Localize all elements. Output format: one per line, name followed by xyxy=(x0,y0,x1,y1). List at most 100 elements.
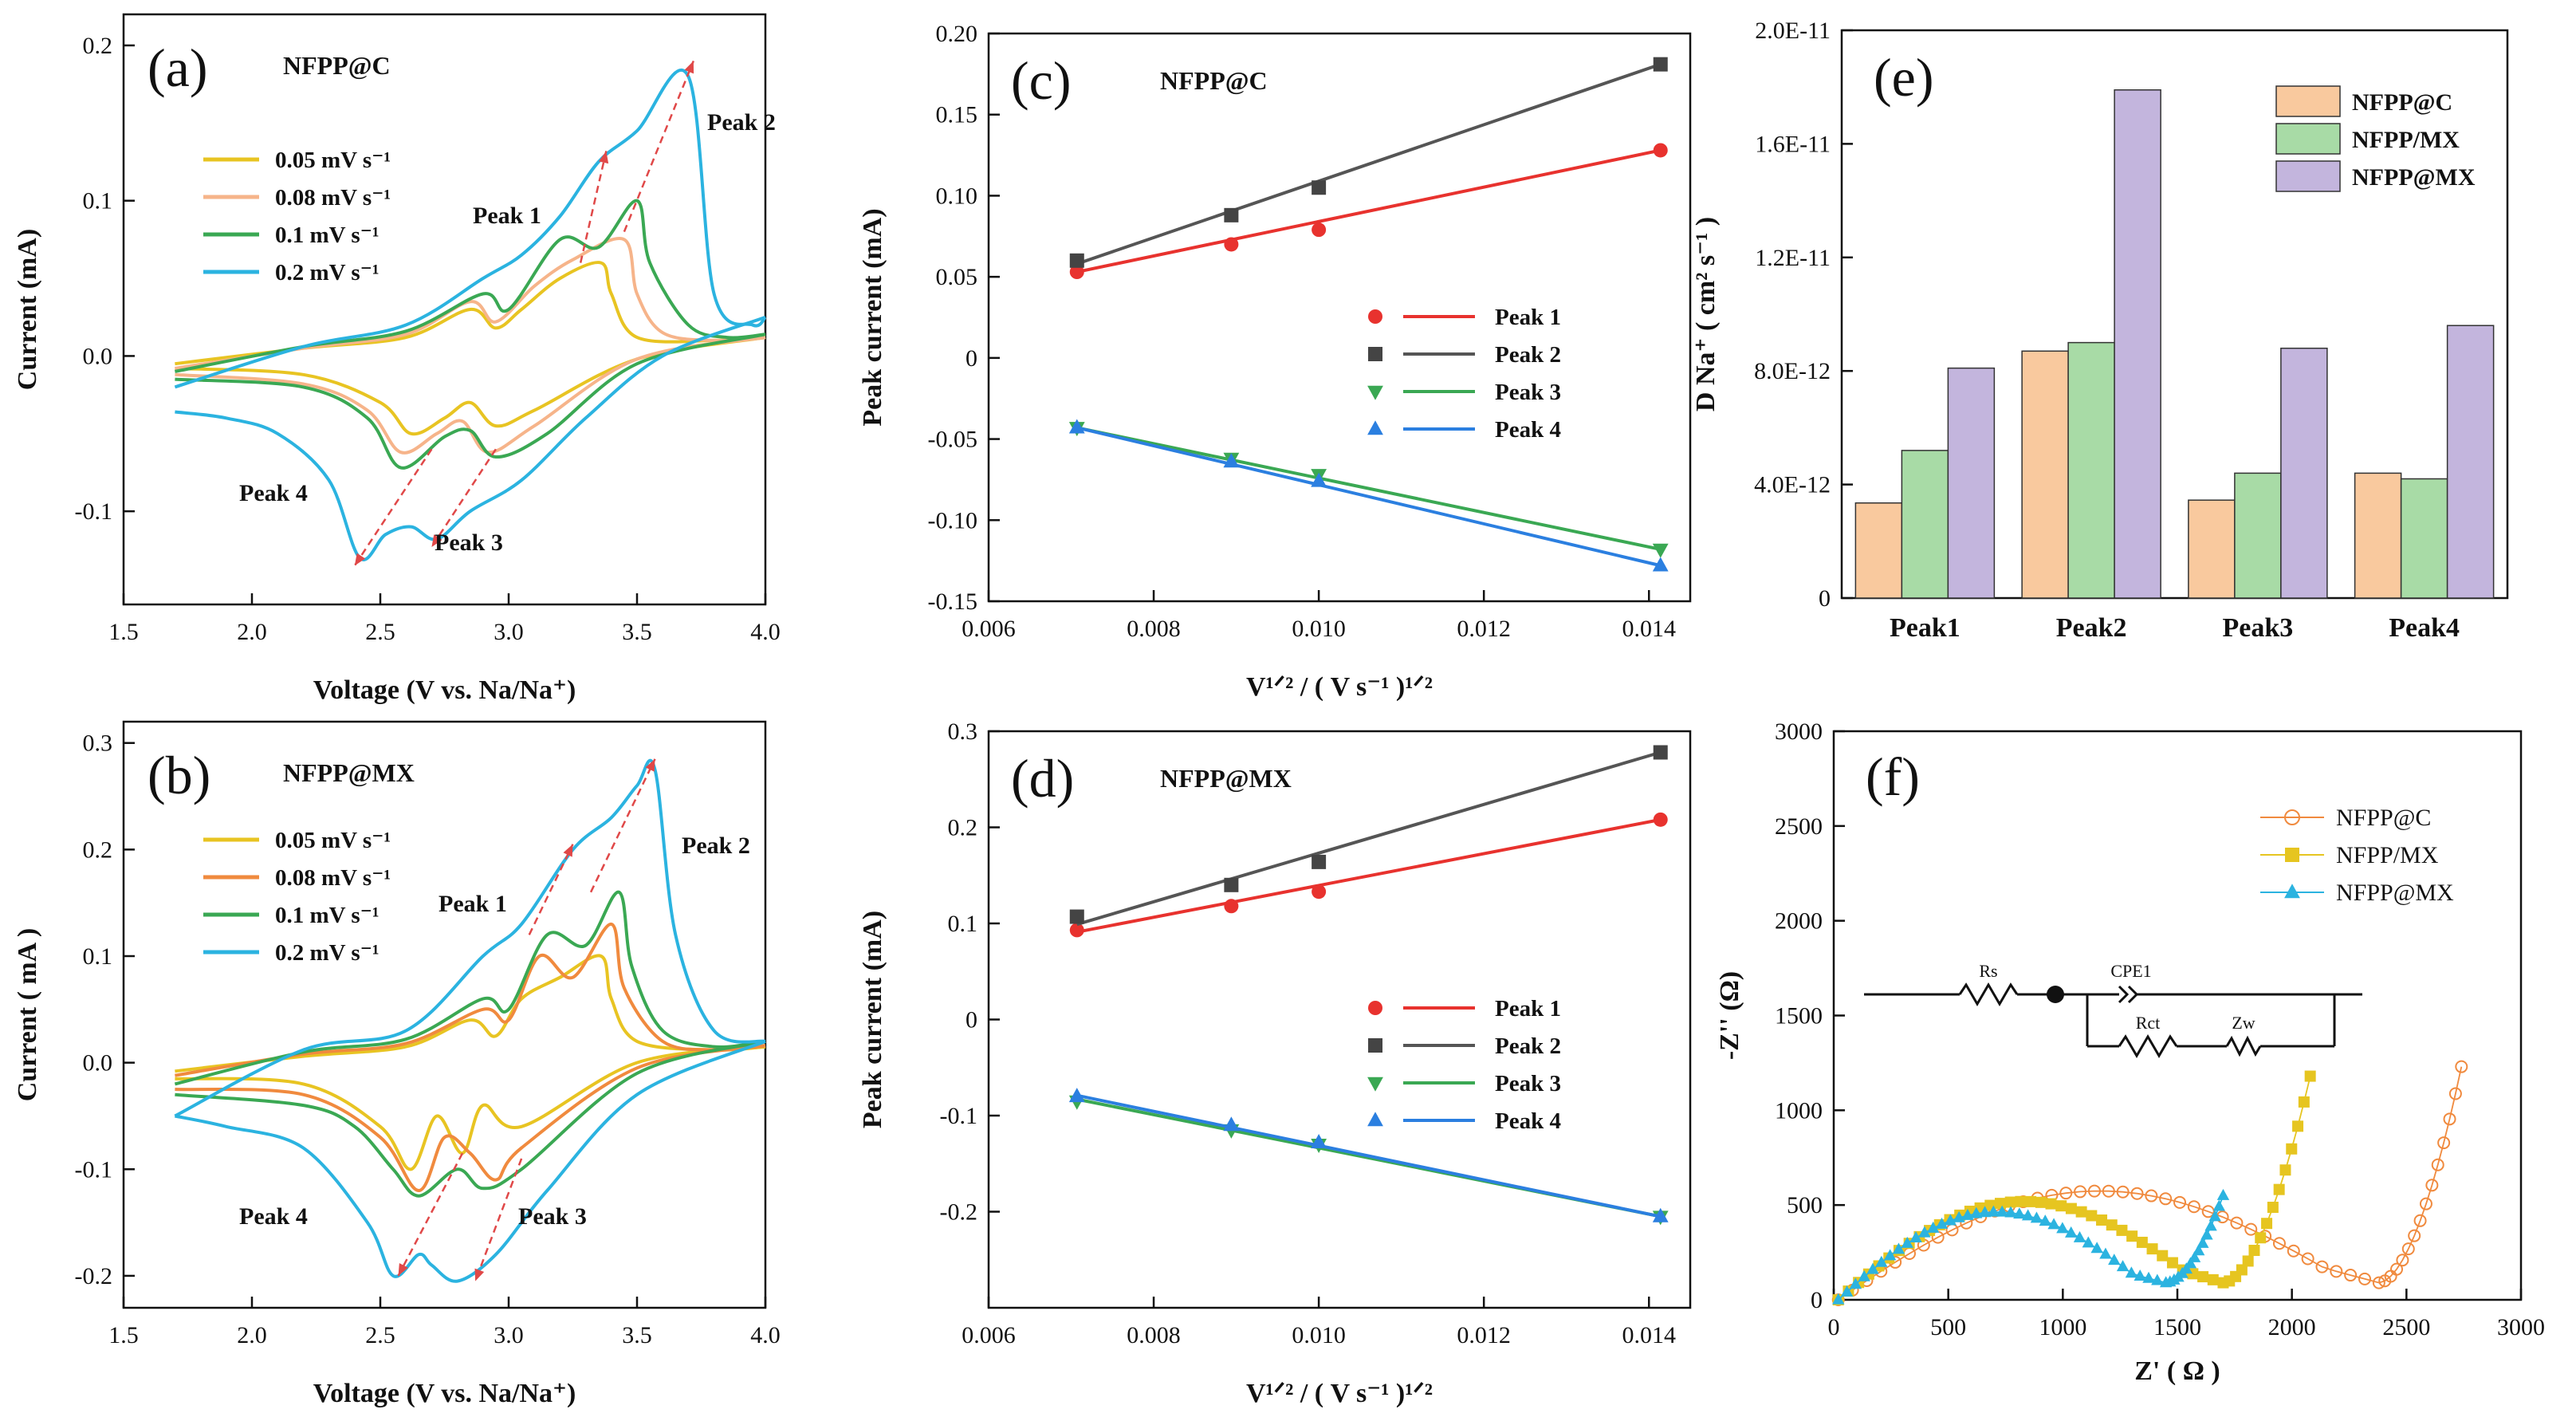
nyquist-point xyxy=(2025,1195,2037,1207)
nyquist-point xyxy=(2134,1269,2146,1281)
x-tick-label: 2.0 xyxy=(237,619,267,645)
nyquist-point xyxy=(1866,1262,1879,1274)
panel-c-peak-current-nfpp-c: 0.006 0.008 0.010 0.012 0.014 -0.15 -0.10 -0.05… xyxy=(858,21,1692,702)
arrow-head xyxy=(684,61,694,74)
nyquist-point xyxy=(2425,1179,2439,1192)
data-point xyxy=(1224,899,1239,914)
legend-marker xyxy=(1368,1001,1382,1015)
nyquist-point xyxy=(2267,1202,2279,1214)
data-point xyxy=(1224,237,1239,252)
legend-marker xyxy=(1367,385,1383,400)
x-tick-label: 0.008 xyxy=(1127,616,1181,642)
nyquist-point xyxy=(2197,1271,2209,1283)
nyquist-point xyxy=(1944,1214,1957,1226)
peak-shift-arrow xyxy=(431,448,497,548)
y-tick-label: 0 xyxy=(966,1007,977,1033)
nyquist-point xyxy=(2108,1254,2121,1266)
plot-frame xyxy=(122,720,767,1309)
nyquist-point xyxy=(1909,1230,1922,1242)
nyquist-point xyxy=(2188,1250,2201,1262)
bar-nfpp-c xyxy=(2354,472,2402,599)
peak-annotation: Peak 1 xyxy=(473,203,541,229)
legend-label: 0.1 mV s⁻¹ xyxy=(275,222,380,248)
cv-anodic-curve xyxy=(175,199,766,373)
nyquist-point xyxy=(2004,1206,2017,1218)
legend-marker xyxy=(1368,1038,1382,1053)
cv-series-1 xyxy=(175,922,766,1193)
bar-nfpp-mx xyxy=(2114,89,2161,599)
nyquist-point xyxy=(2146,1243,2158,1255)
peak-annotation: Peak 3 xyxy=(518,1203,587,1230)
y-tick-label: -0.1 xyxy=(75,498,113,525)
legend-swatch xyxy=(2275,123,2341,155)
peak-shift-arrow xyxy=(589,758,656,893)
x-tick-label: 0.014 xyxy=(1622,1322,1676,1348)
nyquist-point xyxy=(2157,1250,2169,1262)
arrow-head xyxy=(474,1268,485,1281)
y-tick-label: 0.20 xyxy=(936,21,978,47)
y-axis-label: Current (mA) xyxy=(13,229,42,390)
cv-cathodic-curve xyxy=(175,1045,766,1171)
cv-cathodic-curve xyxy=(175,1044,766,1193)
plot-frame xyxy=(122,13,767,606)
cpe-symbol xyxy=(2118,985,2139,1004)
bar-nfpp-mx xyxy=(1947,367,1996,599)
nyquist-point xyxy=(2055,1200,2067,1212)
legend-marker xyxy=(2285,848,2299,862)
nyquist-point xyxy=(1849,1277,1862,1289)
cv-anodic-curve xyxy=(174,890,766,1086)
nyquist-point xyxy=(2443,1112,2456,1126)
nyquist-point xyxy=(2116,1260,2130,1272)
data-point xyxy=(1224,877,1239,892)
data-point xyxy=(1653,812,1668,827)
resistor-rct xyxy=(2118,1034,2178,1058)
y-tick-label: 0.15 xyxy=(936,102,978,128)
nyquist-point xyxy=(2304,1070,2316,1082)
arrow-head xyxy=(598,151,609,164)
data-point xyxy=(1653,143,1668,158)
nyquist-point xyxy=(1840,1285,1854,1297)
equivalent-circuit: Rs CPE1 Rct Zw xyxy=(1864,961,2362,1058)
peak-annotation: Peak 2 xyxy=(707,109,776,136)
linear-fit-line xyxy=(1076,426,1662,568)
legend-label: NFPP@C xyxy=(2352,89,2452,116)
nyquist-point xyxy=(1875,1255,1888,1267)
y-tick-label: 0.3 xyxy=(83,730,113,757)
data-point xyxy=(1068,1088,1085,1103)
cv-cathodic-curve xyxy=(174,1040,766,1283)
panel-label: (a) xyxy=(147,37,207,98)
circuit-label: Zw xyxy=(2232,1013,2255,1033)
legend-label: NFPP@C xyxy=(2336,805,2431,831)
nyquist-point xyxy=(2035,1196,2047,1208)
nyquist-point xyxy=(2301,1252,2314,1266)
nyquist-point xyxy=(2236,1264,2248,1276)
y-axis-label: -Z'' (Ω) xyxy=(1715,971,1744,1060)
nyquist-point xyxy=(2056,1222,2069,1234)
data-point xyxy=(1068,419,1085,434)
nyquist-point xyxy=(2013,1207,2026,1219)
panel-label: (d) xyxy=(1011,748,1074,809)
cv-series-2 xyxy=(174,890,766,1198)
legend-marker xyxy=(1367,1112,1383,1127)
nyquist-point xyxy=(2419,1197,2432,1210)
nyquist-point xyxy=(2298,1096,2310,1108)
data-point xyxy=(1311,1133,1327,1148)
nyquist-point xyxy=(2004,1196,2016,1208)
x-tick-label: 500 xyxy=(1930,1314,1966,1340)
nyquist-point xyxy=(2344,1269,2358,1282)
peak-series-0 xyxy=(1069,812,1668,938)
bar-nfpp-c xyxy=(1854,502,1903,599)
bar-nfpp-mx xyxy=(2400,478,2448,599)
nyquist-point xyxy=(2273,1183,2285,1195)
nyquist-line xyxy=(1838,1066,2463,1301)
nyquist-point xyxy=(2287,1244,2300,1258)
nyquist-point xyxy=(2216,1188,2230,1200)
cv-anodic-curve xyxy=(174,68,767,389)
nyquist-point xyxy=(1996,1205,2008,1217)
y-tick-label: 0.10 xyxy=(936,183,978,209)
nyquist-point xyxy=(2159,1192,2173,1206)
cv-cathodic-curve xyxy=(175,336,766,455)
data-point xyxy=(1223,453,1240,468)
legend-label: Peak 3 xyxy=(1495,1071,1561,1096)
panel-a-cv-nfpp-c: 1.5 2.0 2.5 3.0 3.5 4.0 -0.1 0.0 0.1 0.2 (a) NFPP@C… xyxy=(13,13,781,705)
